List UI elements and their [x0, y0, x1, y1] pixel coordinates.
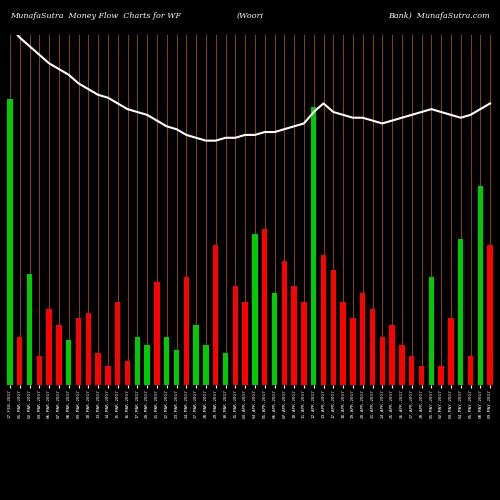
Bar — [36, 356, 42, 385]
Bar — [184, 277, 189, 385]
Text: MunafaSutra  Money Flow  Charts for WF: MunafaSutra Money Flow Charts for WF — [10, 12, 181, 20]
Bar — [438, 366, 444, 385]
Bar — [105, 366, 110, 385]
Text: Bank)  MunafaSutra.com: Bank) MunafaSutra.com — [388, 12, 490, 20]
Bar — [46, 308, 52, 385]
Text: (Woori: (Woori — [236, 12, 264, 20]
Bar — [17, 338, 22, 385]
Bar — [330, 270, 336, 385]
Bar — [272, 292, 277, 385]
Bar — [174, 350, 179, 385]
Bar — [7, 98, 12, 385]
Bar — [458, 238, 464, 385]
Bar — [86, 314, 91, 385]
Bar — [448, 318, 454, 385]
Bar — [223, 353, 228, 385]
Bar — [262, 229, 268, 385]
Bar — [292, 286, 297, 385]
Bar — [76, 318, 81, 385]
Bar — [399, 345, 404, 385]
Bar — [360, 292, 366, 385]
Bar — [428, 277, 434, 385]
Bar — [370, 308, 375, 385]
Bar — [390, 324, 395, 385]
Bar — [282, 261, 287, 385]
Bar — [27, 274, 32, 385]
Bar — [203, 345, 208, 385]
Bar — [350, 318, 356, 385]
Bar — [301, 302, 306, 385]
Bar — [154, 282, 160, 385]
Bar — [164, 338, 170, 385]
Bar — [56, 324, 62, 385]
Bar — [115, 302, 120, 385]
Bar — [321, 254, 326, 385]
Bar — [144, 345, 150, 385]
Bar — [252, 234, 258, 385]
Bar — [66, 340, 71, 385]
Bar — [232, 286, 238, 385]
Bar — [419, 366, 424, 385]
Bar — [468, 356, 473, 385]
Bar — [125, 361, 130, 385]
Bar — [380, 338, 385, 385]
Bar — [340, 302, 346, 385]
Bar — [194, 324, 199, 385]
Bar — [134, 338, 140, 385]
Bar — [96, 353, 101, 385]
Bar — [488, 245, 493, 385]
Bar — [478, 186, 483, 385]
Bar — [311, 106, 316, 385]
Bar — [213, 245, 218, 385]
Bar — [409, 356, 414, 385]
Bar — [242, 302, 248, 385]
